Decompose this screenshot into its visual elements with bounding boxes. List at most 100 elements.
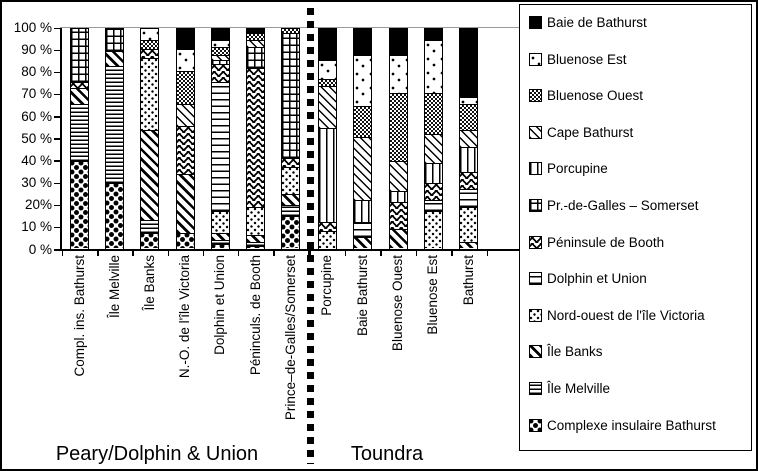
bar-segment-blueest [424,39,442,93]
x-axis-tick [486,251,488,256]
gridline-100-percent [60,27,530,28]
x-axis-tick [202,251,205,256]
nwvic-swatch-icon [529,308,542,322]
x-axis-tick [132,251,134,256]
bar-segment-booth [424,182,442,201]
legend-item: Nord-ouest de l'île Victoria [529,308,705,323]
bar-segment-nwvic [282,167,300,194]
bar-segment-blueouest [247,33,264,40]
legend-label: Dolphin et Union [547,271,647,287]
bar [210,28,230,250]
group-divider-dashed-line [306,8,314,464]
bar-segment-banks [71,88,88,104]
x-axis-tick [415,251,418,256]
bar-segment-complexe [106,182,124,249]
x-axis-category-label: Bluenose Est [425,255,441,335]
bar-segment-porcupine [389,191,407,203]
x-axis-category-label: Île Banks [141,255,157,311]
x-axis-category-label: Prince–de-Galles/Somerset [282,255,298,421]
legend-label: Cape Bathurst [547,124,634,140]
bar-segment-cape [211,55,229,60]
bar-segment-blueest [389,55,407,93]
bar-segment-booth [318,222,336,231]
y-axis-tick-label: 50 % [21,130,52,146]
bar-segment-baie [211,29,229,40]
bar-segment-cape [247,39,264,47]
x-axis-tick [97,251,99,256]
legend-item: Île Melville [529,381,610,396]
bar-segment-cape [318,86,336,128]
x-axis-tick [167,251,169,256]
legend-label: Pr.-de-Galles – Somerset [547,198,699,213]
y-axis-tick [54,93,60,96]
legend-label: Île Melville [547,381,611,396]
x-axis-tick [61,251,64,256]
porcupine-swatch-icon [529,162,542,176]
bar-segment-prgalles [71,29,88,82]
bar-segment-complexe [247,246,264,249]
y-axis-tick [54,204,60,207]
bar-segment-melville [247,241,264,247]
blueouest-swatch-icon [529,89,542,103]
bar-segment-nwvic [141,57,159,130]
bar-segment-blueest [176,48,194,71]
bar-segment-baie [460,29,478,98]
bar-segment-banks [389,228,407,249]
bar-segment-banks [176,173,194,234]
bar-segment-booth [211,64,229,82]
bar-segment-dolphin [211,81,229,212]
bar-segment-booth [141,48,159,58]
legend-box: Baie de Bathurst Bluenose Est Bluenose Oue… [519,4,752,451]
bar-segment-baie [354,29,372,56]
bar-segment-prgalles [282,33,300,159]
bar-segment-porcupine [460,147,478,172]
legend-item: Dolphin et Union [529,271,647,286]
y-axis-tick [54,49,60,52]
bar-segment-baie [176,29,194,49]
legend-item: Péninsule de Booth [529,235,664,250]
bar-segment-dolphin [460,189,478,207]
bar-segment-blueest [141,29,159,40]
blueest-swatch-icon [529,52,542,66]
bar-segment-melville [282,204,300,216]
bar-segment-booth [176,125,194,174]
legend-label: Nord-ouest de l'île Victoria [547,307,705,323]
legend-label: Péninsule de Booth [547,234,665,250]
bar-segment-melville [106,66,124,183]
y-axis-tick [54,116,60,118]
y-axis-tick [54,138,60,140]
dolphin-swatch-icon [529,272,542,286]
group-label-toundra: Toundra [350,443,424,465]
legend-label: Baie de Bathurst [547,15,647,30]
y-axis-tick [54,160,60,162]
bar-segment-booth [247,68,264,207]
bar-segment-banks [282,193,300,205]
bar-segment-porcupine [424,162,442,183]
bar-segment-complexe [71,160,88,249]
legend-item: Baie de Bathurst [529,15,647,30]
bar-segment-blueouest [141,39,159,49]
bar-segment-complexe [211,244,229,249]
x-axis-category-label: Bathurst [460,255,476,306]
bar-segment-nwvic [318,230,336,249]
bar-segment-banks [141,129,159,220]
bar-segment-baie [318,29,336,60]
x-axis-category-label: Compl. ins. Bathurst [71,255,87,377]
bar [317,28,337,250]
bar-segment-blueest [318,59,336,80]
bar [175,28,195,250]
booth-swatch-icon [529,235,542,249]
bar-segment-blueest [211,39,229,47]
legend-item: Bluenose Est [529,52,627,67]
y-axis-tick-label: 10 % [21,219,52,235]
bar-segment-banks [354,237,372,249]
legend-item: Cape Bathurst [529,125,633,140]
y-axis-tick-label: 80 % [21,64,52,80]
bar-segment-nwvic [424,211,442,249]
bar-segment-complexe [141,233,159,249]
x-axis-category-label: Bluenose Ouest [390,255,405,352]
bar-segment-nwvic [460,206,478,242]
y-axis-tick-label: 60 % [21,108,52,124]
x-axis-category-label: Péninculs. de Booth [247,255,263,376]
